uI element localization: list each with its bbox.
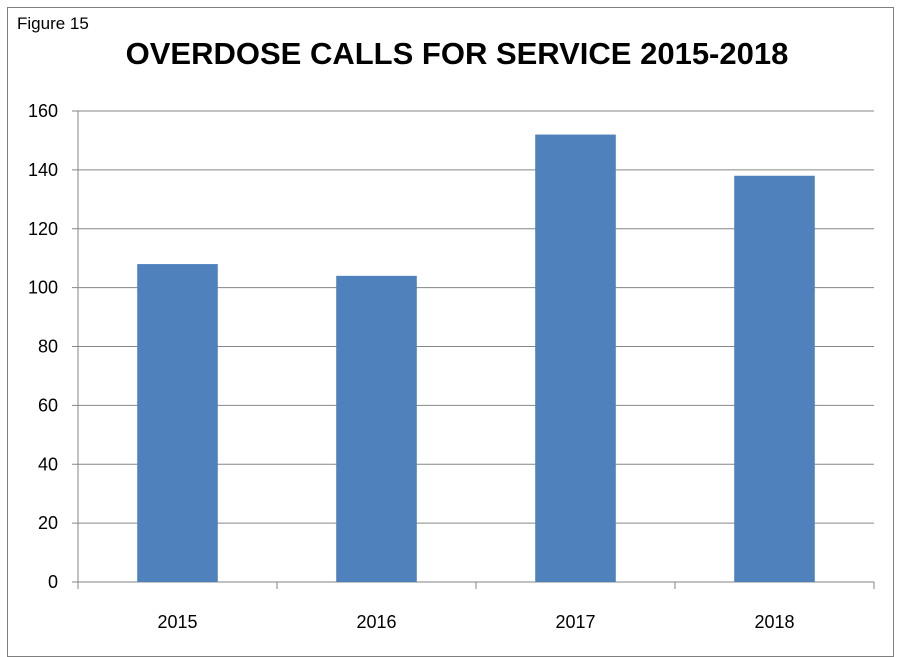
y-tick-label: 160 <box>28 101 58 121</box>
y-tick-label: 0 <box>48 572 58 592</box>
chart-title: OVERDOSE CALLS FOR SERVICE 2015-2018 <box>125 36 789 71</box>
y-tick-label: 40 <box>38 454 58 474</box>
bar-2018 <box>734 175 815 582</box>
x-tick-label: 2018 <box>754 612 794 632</box>
x-tick-label: 2015 <box>157 612 197 632</box>
bar-2016 <box>336 275 417 582</box>
y-tick-label: 20 <box>38 513 58 533</box>
y-tick-label: 140 <box>28 160 58 180</box>
x-tick-label: 2016 <box>356 612 396 632</box>
y-tick-label: 120 <box>28 219 58 239</box>
figure-label: Figure 15 <box>17 14 89 33</box>
x-tick-label: 2017 <box>555 612 595 632</box>
y-tick-label: 100 <box>28 278 58 298</box>
y-tick-label: 60 <box>38 395 58 415</box>
y-tick-label: 80 <box>38 337 58 357</box>
bar-2017 <box>535 134 616 583</box>
bar-2015 <box>137 264 218 582</box>
